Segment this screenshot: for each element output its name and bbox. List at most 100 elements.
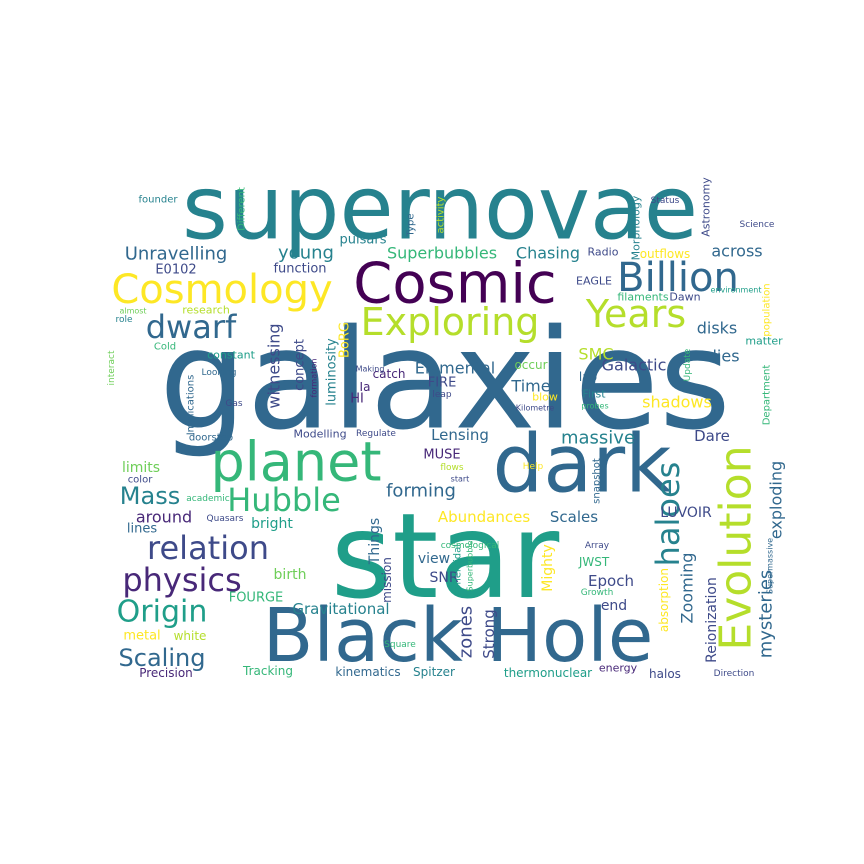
word-black-hole: Black Hole (263, 593, 654, 679)
word-dawn: Dawn (669, 291, 700, 304)
word-exploding: exploding (767, 461, 786, 539)
word-zones: zones (456, 606, 477, 658)
word-concept: concept (293, 339, 308, 391)
word-galaxies: galaxies (159, 300, 731, 461)
word-founder: founder (139, 195, 179, 206)
word-function: function (273, 262, 326, 277)
word-massive: massive (561, 428, 635, 449)
word-matter: matter (745, 335, 783, 348)
word-lies: lies (712, 347, 739, 366)
word-formation: formation (310, 359, 319, 398)
word-implications: Implications (186, 375, 197, 436)
word-haloes: haloes (649, 462, 687, 567)
word-science: Science (740, 220, 775, 230)
word-cosmology: Cosmology (111, 267, 332, 313)
word-gas: Gas (225, 399, 242, 409)
word-environment: environment (711, 286, 762, 295)
word-mission: mission (380, 557, 394, 603)
word-cold: Cold (154, 342, 176, 353)
word-modelling: Modelling (293, 428, 346, 441)
word-kinematics: kinematics (335, 665, 400, 679)
word-reionization: Reionization (704, 577, 720, 663)
word-billion: Billion (617, 255, 739, 301)
word-dare: Dare (694, 427, 730, 445)
word-department: Department (762, 365, 773, 426)
word-lensing: Lensing (431, 426, 489, 444)
word-time: Time (510, 377, 550, 396)
word-metal: metal (123, 629, 160, 644)
word-status: Status (651, 196, 680, 206)
word-smc: SMC (578, 345, 613, 364)
word-spitzer: Spitzer (413, 665, 455, 679)
word-dwarf: dwarf (146, 308, 237, 346)
word-different: Different (237, 187, 248, 231)
word-zooming: Zooming (678, 553, 697, 624)
word-spheroidal: spheroidal (453, 544, 464, 596)
word-looking: Looking (202, 368, 237, 378)
word-things: Things (367, 518, 383, 565)
word-astronomy: Astronomy (700, 177, 713, 237)
word-radio: Radio (588, 246, 619, 259)
word-view: view (418, 551, 450, 567)
word-fire: FIRE (428, 376, 457, 391)
word-population: population (762, 283, 773, 336)
word-filaments: filaments (617, 291, 668, 304)
word-type: Type (406, 214, 417, 238)
word-snapshot: snapshot (592, 458, 603, 504)
word-lab: lab (579, 370, 597, 384)
word-hubble: Hubble (227, 481, 341, 519)
word-end: end (601, 598, 627, 614)
word-supernovae: supernovae (182, 157, 698, 260)
word-across: across (711, 242, 762, 261)
word-making: Making (356, 365, 385, 374)
word-chasing: Chasing (516, 244, 580, 263)
word-scales: Scales (550, 508, 598, 526)
word-square: Square (384, 640, 416, 650)
word-color: color (128, 475, 154, 486)
word-limits: limits (122, 460, 160, 476)
word-white: white (174, 629, 207, 643)
word-quasars: Quasars (207, 514, 244, 524)
word-catch: catch (373, 367, 406, 381)
word-superbubbles: Superbubbles (387, 244, 497, 263)
word-blow: blow (532, 391, 558, 404)
word-witnessing: witnessing (265, 323, 284, 408)
word-superbubble: Superbubble (466, 540, 475, 591)
word-bright: bright (251, 516, 293, 532)
word-years: Years (585, 292, 686, 336)
word-thermonuclear: thermonuclear (504, 666, 592, 680)
word-precision: Precision (139, 666, 193, 680)
word-probes: probes (581, 402, 608, 411)
word-shadows: shadows (642, 393, 712, 412)
word-absorption: absorption (657, 568, 671, 632)
word-luvoir: LUVOIR (660, 505, 712, 521)
word-activity: activity (436, 196, 447, 233)
word-young: young (278, 243, 334, 264)
word-e0102: E0102 (155, 263, 196, 278)
word-physics: physics (122, 561, 241, 599)
word-supermassive: Supermassive (766, 538, 775, 594)
word-hi: HI (350, 392, 364, 407)
word-growth: Growth (581, 588, 614, 598)
word-cosmological: cosmological (441, 541, 500, 551)
word-start: start (451, 475, 470, 484)
word-planet: planet (211, 431, 382, 494)
word-occur: occur (514, 358, 547, 372)
word-lines: lines (127, 522, 157, 537)
word-gravitational: Gravitational (292, 600, 389, 618)
word-star: star (331, 487, 560, 625)
word-borg: BoRG (338, 322, 353, 358)
word-update: Update (683, 348, 693, 381)
word-direction: Direction (714, 669, 755, 679)
word-ia: Ia (360, 380, 371, 394)
word-mysteries: mysteries (756, 570, 777, 659)
word-epoch: Epoch (588, 572, 634, 590)
word-pulsars: pulsars (340, 233, 387, 248)
word-mighty: Mighty (540, 544, 556, 592)
word-snr: SNR (429, 570, 458, 586)
word-galactic: Galactic (602, 356, 667, 375)
word-luminosity: luminosity (325, 338, 340, 406)
word-disks: disks (697, 319, 738, 338)
